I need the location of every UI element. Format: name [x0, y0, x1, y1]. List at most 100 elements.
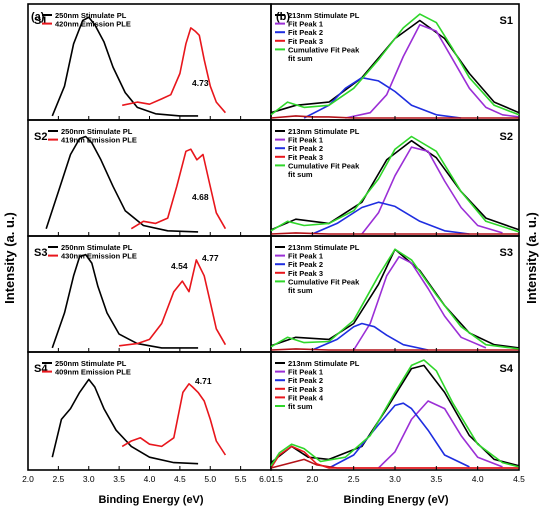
legend-label: 419nm Emission PLE — [61, 136, 137, 145]
series-420nm-emission-ple — [122, 27, 227, 114]
x-tick-label: 2.5 — [348, 474, 360, 484]
panel-a-label: (a) — [31, 11, 45, 23]
legend-label: 213nm Stimulate PL — [288, 359, 360, 368]
legend-label: Fit Peak 2 — [288, 144, 323, 153]
sample-label: S1 — [500, 15, 513, 27]
series-fit-sum — [270, 359, 520, 468]
series-fit-peak-1 — [345, 23, 520, 119]
series-fit-peak-4 — [270, 445, 519, 469]
x-tick-label: 1.5 — [271, 474, 283, 484]
legend-label: 250nm Stimulate PL — [55, 359, 127, 368]
peak-label: 4.68 — [192, 192, 209, 202]
series-409nm-emission-ple — [121, 383, 227, 456]
legend-label: Fit Peak 3 — [288, 37, 323, 46]
legend-label: Cumulative Fit Peak — [288, 277, 360, 286]
series-213nm-stimulate-pl — [270, 19, 520, 114]
legend-label: Fit Peak 1 — [288, 20, 323, 29]
legend-label: Fit Peak 3 — [288, 153, 323, 162]
series-fit-peak-2 — [328, 402, 470, 469]
legend-label: 213nm Stimulate PL — [288, 243, 360, 252]
x-tick-label: 6.0 — [259, 474, 271, 484]
peak-label: 4.54 — [171, 261, 188, 271]
legend-label: 213nm Stimulate PL — [288, 127, 360, 136]
x-axis-title-right: Binding Energy (eV) — [343, 494, 448, 506]
series-fit-peak-1 — [377, 400, 503, 469]
series-cumulative-fit-peak — [270, 13, 520, 116]
x-tick-label: 2.5 — [52, 474, 64, 484]
legend-label: Fit Peak 2 — [288, 260, 323, 269]
sample-label: S3 — [34, 247, 47, 259]
legend-label: Fit Peak 4 — [288, 393, 324, 402]
sample-label: S2 — [500, 131, 513, 143]
x-tick-label: 3.5 — [430, 474, 442, 484]
series-fit-peak-1 — [361, 146, 503, 235]
legend-label: Fit Peak 1 — [288, 368, 323, 377]
legend-label: 430nm Emission PLE — [61, 252, 137, 261]
series-250nm-stimulate-pl — [51, 16, 199, 117]
x-tick-label: 2.0 — [22, 474, 34, 484]
x-tick-label: 5.0 — [204, 474, 216, 484]
series-213nm-stimulate-pl — [270, 139, 520, 231]
y-axis-title-right: Intensity (a. u.) — [524, 212, 539, 304]
legend-label: Fit Peak 1 — [288, 252, 323, 261]
sample-label: S2 — [34, 131, 47, 143]
series-419nm-emission-ple — [130, 148, 227, 230]
series-fit-peak-3 — [270, 115, 519, 119]
legend-label: 250nm Stimulate PL — [61, 243, 133, 252]
legend-label: Fit Peak 3 — [288, 385, 323, 394]
legend-label: Cumulative Fit Peak — [288, 45, 360, 54]
x-tick-label: 3.0 — [83, 474, 95, 484]
legend-label: Fit Peak 2 — [288, 28, 323, 37]
x-tick-label: 4.0 — [144, 474, 156, 484]
y-axis-title-left: Intensity (a. u.) — [2, 212, 17, 304]
series-250nm-stimulate-pl — [45, 135, 199, 233]
legend-label: 250nm Stimulate PL — [61, 127, 133, 136]
series-fit-peak-1 — [353, 255, 487, 351]
x-tick-label: 2.0 — [306, 474, 318, 484]
legend-label: fit sum — [288, 170, 313, 179]
legend-label: 250nm Stimulate PL — [55, 11, 127, 20]
legend-label: 409nm Emission PLE — [55, 368, 131, 377]
legend-label: Fit Peak 2 — [288, 376, 323, 385]
sample-label: S1 — [34, 15, 47, 27]
series-cumulative-fit-peak — [270, 135, 520, 233]
x-tick-label: 3.0 — [389, 474, 401, 484]
legend-label: fit sum — [288, 54, 313, 63]
sample-label: S4 — [34, 363, 48, 375]
legend-label: fit sum — [288, 286, 313, 295]
legend-label: Cumulative Fit Peak — [288, 161, 360, 170]
series-fit-peak-2 — [311, 322, 429, 351]
x-tick-labels: 2.0 2.5 3.0 3.5 4.0 4.5 5.0 5.5 6.0 1.5 2.0 2.5 3.0 3… — [22, 474, 525, 484]
legend-label: 420nm Emission PLE — [55, 20, 131, 29]
x-axis-title-left: Binding Energy (eV) — [98, 494, 203, 506]
sample-label: S4 — [500, 363, 514, 375]
legend-label: 213nm Stimulate PL — [288, 11, 360, 20]
legend-label: Fit Peak 1 — [288, 136, 323, 145]
series-cumulative-fit-peak — [270, 248, 520, 350]
series-430nm-emission-ple — [119, 259, 227, 347]
x-tick-label: 5.5 — [235, 474, 247, 484]
legend-label: Fit Peak 3 — [288, 269, 323, 278]
x-tick-label: 3.5 — [113, 474, 125, 484]
sample-label: S3 — [500, 247, 513, 259]
series-fit-peak-2 — [303, 76, 462, 119]
x-tick-label: 4.0 — [472, 474, 484, 484]
x-tick-label: 4.5 — [513, 474, 525, 484]
legend-label: fit sum — [288, 402, 313, 411]
